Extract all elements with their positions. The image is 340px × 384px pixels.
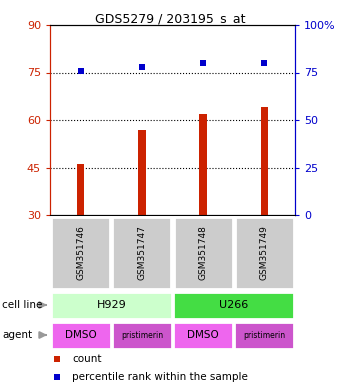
Text: GSM351746: GSM351746 [76, 225, 85, 280]
Text: GSM351747: GSM351747 [137, 225, 147, 280]
Bar [138, 129, 146, 215]
Bar [173, 291, 294, 318]
Text: percentile rank within the sample: percentile rank within the sample [72, 372, 248, 382]
Text: GSM351748: GSM351748 [199, 225, 208, 280]
Bar [174, 217, 233, 288]
Text: cell line: cell line [2, 300, 42, 310]
Bar [173, 321, 233, 349]
Text: GSM351749: GSM351749 [260, 225, 269, 280]
Bar [112, 321, 172, 349]
Bar [261, 108, 268, 215]
Bar [77, 164, 84, 215]
Bar [234, 321, 294, 349]
Bar [235, 217, 294, 288]
Text: DMSO: DMSO [187, 330, 219, 340]
Text: agent: agent [2, 330, 32, 340]
Text: count: count [72, 354, 102, 364]
Bar [200, 114, 207, 215]
Bar [113, 217, 171, 288]
Bar [51, 291, 172, 318]
Text: DMSO: DMSO [65, 330, 97, 340]
Text: GDS5279 / 203195_s_at: GDS5279 / 203195_s_at [95, 12, 245, 25]
Text: U266: U266 [219, 300, 249, 310]
Text: pristimerin: pristimerin [121, 331, 163, 339]
Text: H929: H929 [96, 300, 126, 310]
Bar [51, 321, 110, 349]
Bar [51, 217, 110, 288]
Text: pristimerin: pristimerin [243, 331, 286, 339]
